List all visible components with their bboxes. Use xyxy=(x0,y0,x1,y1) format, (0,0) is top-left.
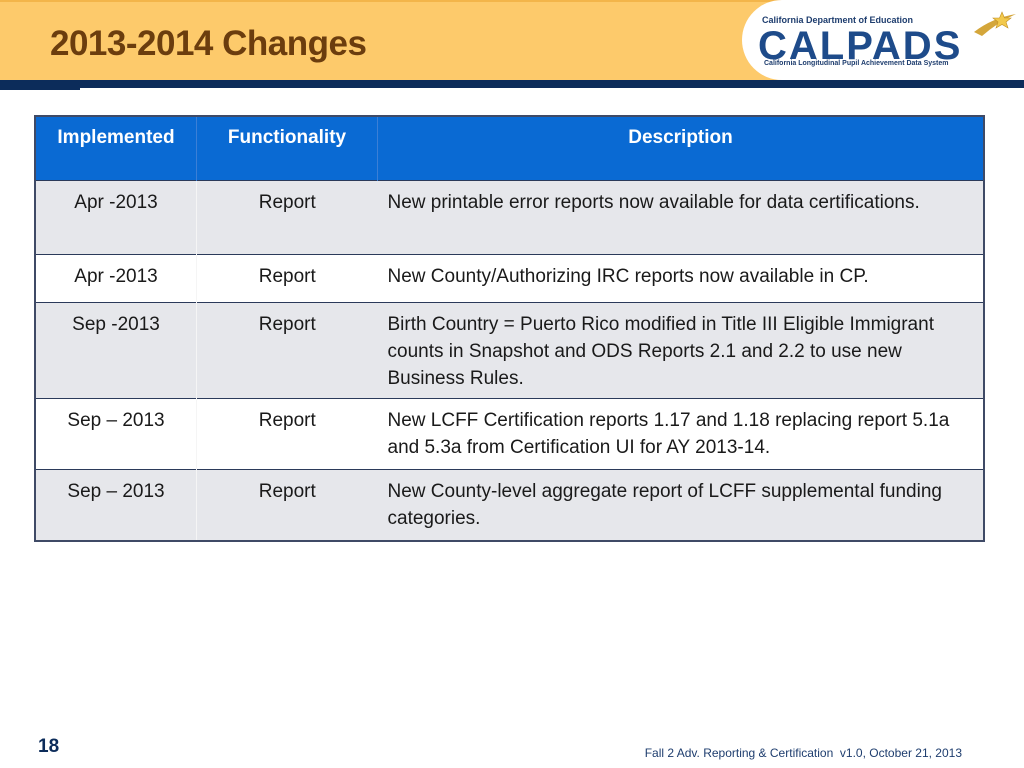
cell-description: New County/Authorizing IRC reports now a… xyxy=(377,254,984,303)
cell-implemented: Sep -2013 xyxy=(35,302,197,399)
table-row: Sep -2013 Report Birth Country = Puerto … xyxy=(35,302,984,399)
header-top-line xyxy=(0,0,1024,2)
cell-functionality: Report xyxy=(196,302,378,399)
star-swoosh-icon xyxy=(974,11,1016,36)
cell-implemented: Sep – 2013 xyxy=(35,469,197,541)
logo-department: California Department of Education xyxy=(762,15,914,25)
cell-description: New LCFF Certification reports 1.17 and … xyxy=(377,398,984,470)
table-row: Sep – 2013 Report New County-level aggre… xyxy=(35,469,984,541)
column-header-functionality: Functionality xyxy=(196,116,378,181)
column-header-description: Description xyxy=(377,116,984,181)
header-rule xyxy=(0,80,1024,88)
cell-functionality: Report xyxy=(196,398,378,470)
page-number: 18 xyxy=(38,736,60,757)
header-rule-accent xyxy=(0,88,80,90)
cell-functionality: Report xyxy=(196,469,378,541)
cell-description: New printable error reports now availabl… xyxy=(377,180,984,255)
cell-functionality: Report xyxy=(196,180,378,255)
cell-description: New County-level aggregate report of LCF… xyxy=(377,469,984,541)
calpads-logo: California Department of Education CALPA… xyxy=(742,0,1024,80)
footer-caption: Fall 2 Adv. Reporting & Certification v1… xyxy=(644,746,962,760)
cell-description: Birth Country = Puerto Rico modified in … xyxy=(377,302,984,399)
column-header-implemented: Implemented xyxy=(34,116,197,181)
cell-implemented: Apr -2013 xyxy=(35,254,197,303)
table-header-row: Implemented Functionality Description xyxy=(34,116,984,181)
cell-functionality: Report xyxy=(196,254,378,303)
cell-implemented: Apr -2013 xyxy=(35,180,197,255)
changes-table: Implemented Functionality Description Ap… xyxy=(34,115,985,542)
slide-title: 2013-2014 Changes xyxy=(50,24,367,63)
table-row: Apr -2013 Report New County/Authorizing … xyxy=(35,254,984,303)
logo-subtitle: California Longitudinal Pupil Achievemen… xyxy=(764,60,949,67)
table-row: Apr -2013 Report New printable error rep… xyxy=(35,180,984,255)
logo-wordmark: CALPADS xyxy=(758,24,963,68)
table-row: Sep – 2013 Report New LCFF Certification… xyxy=(35,398,984,470)
cell-implemented: Sep – 2013 xyxy=(35,398,197,470)
